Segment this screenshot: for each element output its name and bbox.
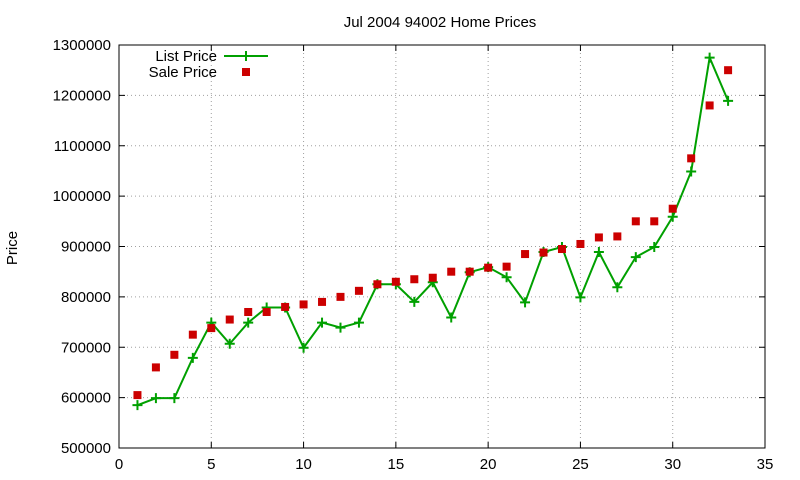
sale-price-point xyxy=(336,292,345,301)
y-tick-label: 1000000 xyxy=(53,188,111,205)
sale-price-point xyxy=(724,66,733,75)
list-price-point xyxy=(501,272,512,283)
list-price-point xyxy=(132,400,143,411)
sale-price-point xyxy=(687,154,696,163)
x-tick-label: 5 xyxy=(207,456,215,473)
sale-price-point xyxy=(631,217,640,226)
list-price-point xyxy=(612,282,623,293)
x-tick-label: 10 xyxy=(295,456,312,473)
list-price-point xyxy=(630,252,641,263)
list-price-point xyxy=(224,338,235,349)
sale-price-point xyxy=(244,307,253,316)
list-price-point xyxy=(353,317,364,328)
legend: List Price Sale Price xyxy=(149,48,268,81)
sale-price-point xyxy=(262,307,271,316)
series-layer xyxy=(132,52,734,411)
sale-price-point xyxy=(354,286,363,295)
list-price-line xyxy=(137,54,730,407)
sale-price-point xyxy=(502,262,511,271)
sale-price-point xyxy=(188,330,197,339)
x-tick-label: 25 xyxy=(572,456,589,473)
list-price-point xyxy=(686,166,697,177)
x-tick-label: 15 xyxy=(388,456,405,473)
sale-price-point xyxy=(225,315,234,324)
sale-price-point xyxy=(484,263,493,272)
sale-price-point xyxy=(281,302,290,311)
sale-price-point xyxy=(594,233,603,242)
y-tick-label: 700000 xyxy=(61,339,111,356)
list-price-point xyxy=(723,95,734,106)
sale-price-point xyxy=(705,101,714,110)
y-tick-label: 1100000 xyxy=(54,138,111,155)
sale-price-point xyxy=(465,267,474,276)
list-price-point xyxy=(704,52,715,63)
list-price-point xyxy=(649,242,660,253)
list-price-point xyxy=(187,352,198,363)
plot-frame xyxy=(118,44,766,449)
y-tick-label: 600000 xyxy=(61,390,111,407)
sale-price-point xyxy=(613,232,622,241)
list-price-point xyxy=(317,317,328,328)
x-tick-label: 20 xyxy=(480,456,497,473)
list-price-point xyxy=(243,317,254,328)
sale-price-point xyxy=(207,324,216,333)
y-tick-label: 800000 xyxy=(61,289,111,306)
chart-title: Jul 2004 94002 Home Prices xyxy=(344,14,537,31)
list-price-point xyxy=(150,393,161,404)
list-price-point xyxy=(298,342,309,353)
sale-price-point xyxy=(170,350,179,359)
y-tick-label: 1200000 xyxy=(53,87,111,104)
sale-price-point xyxy=(650,217,659,226)
sale-price-point xyxy=(539,248,548,257)
sale-price-point xyxy=(576,239,585,248)
sale-price-point xyxy=(133,391,142,400)
legend-sample-sale-price-marker xyxy=(242,68,250,76)
list-price-point xyxy=(667,211,678,222)
sale-price-point xyxy=(299,300,308,309)
list-price-point xyxy=(446,312,457,323)
tick-labels: 0 5 10 15 20 25 30 35 500000 600000 700000 800000 90… xyxy=(53,37,774,473)
y-tick-label: 900000 xyxy=(61,239,111,256)
legend-sample-list-price-marker xyxy=(241,51,251,61)
legend-label-list-price: List Price xyxy=(155,48,217,65)
x-tick-label: 30 xyxy=(664,456,681,473)
sale-price-point xyxy=(373,280,382,289)
y-tick-label: 500000 xyxy=(61,440,111,457)
list-price-point xyxy=(169,393,180,404)
sale-price-point xyxy=(151,363,160,372)
grid-lines xyxy=(119,45,765,448)
sale-price-point xyxy=(447,267,456,276)
list-price-point xyxy=(593,247,604,258)
sale-price-point xyxy=(391,277,400,286)
list-price-point xyxy=(409,296,420,307)
y-tick-label: 1300000 xyxy=(53,37,111,54)
sale-price-point xyxy=(410,275,419,284)
list-price-point xyxy=(335,322,346,333)
x-tick-label: 35 xyxy=(757,456,774,473)
sale-price-point xyxy=(668,204,677,213)
y-axis-label: Price xyxy=(4,231,21,265)
list-price-point xyxy=(520,297,531,308)
legend-label-sale-price: Sale Price xyxy=(149,64,217,81)
sale-price-point xyxy=(521,250,530,259)
x-tick-label: 0 xyxy=(115,456,123,473)
sale-price-point xyxy=(318,297,327,306)
list-price-point xyxy=(575,292,586,303)
sale-price-point xyxy=(428,273,437,282)
sale-price-point xyxy=(557,245,566,254)
